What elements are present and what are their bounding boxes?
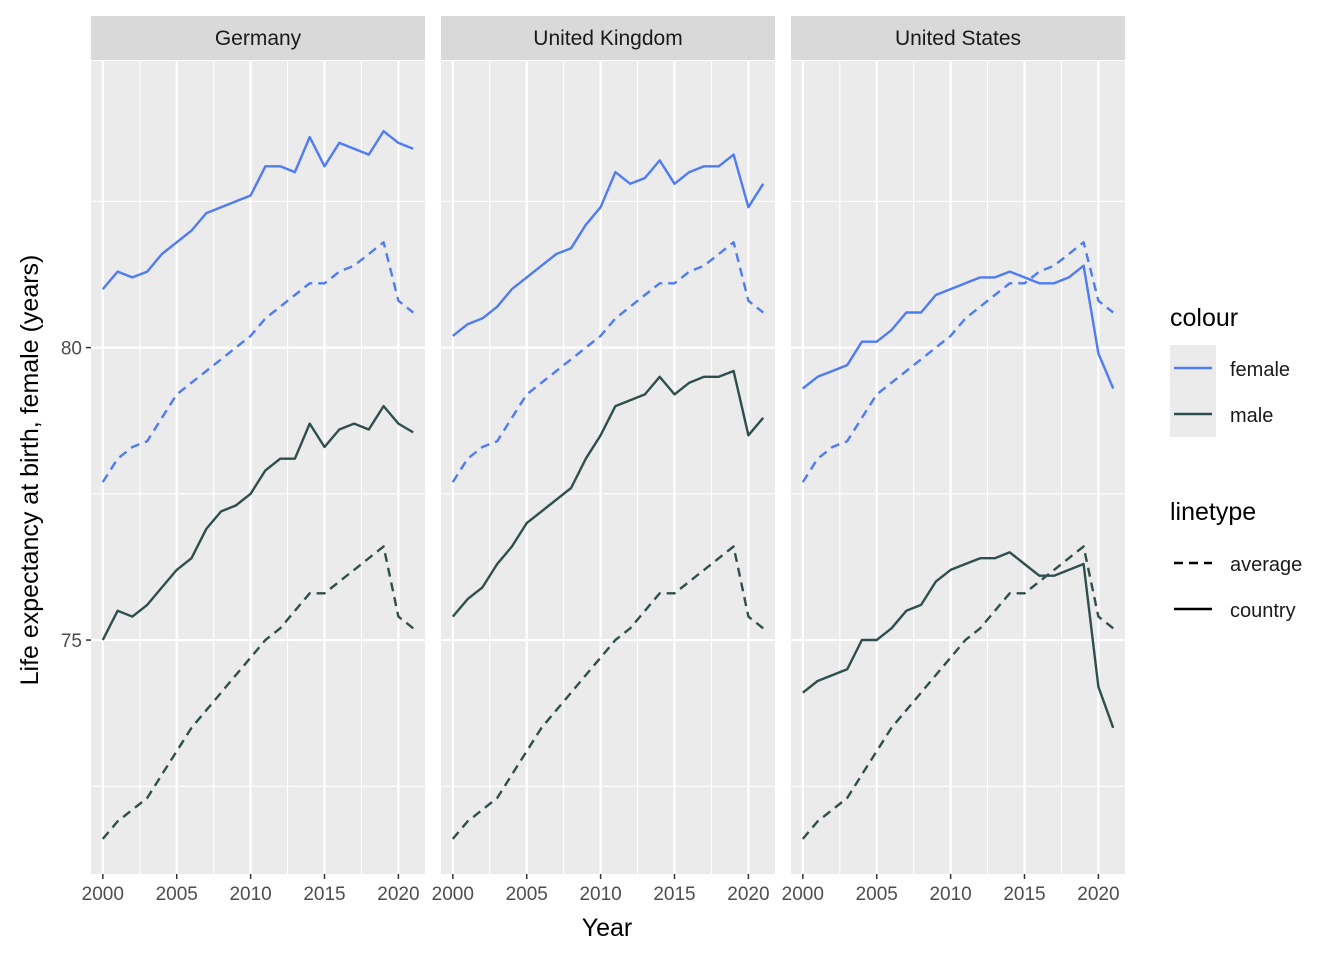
panel-germany: Germany 2000 2005 2010 2015 2020 bbox=[82, 16, 425, 905]
x-tick-label: 2005 bbox=[156, 884, 198, 905]
legend-label-country: country bbox=[1230, 600, 1296, 622]
legend-label-female: female bbox=[1230, 359, 1290, 381]
x-tick-label: 2010 bbox=[579, 884, 621, 905]
x-tick-label: 2005 bbox=[506, 884, 548, 905]
x-tick-label: 2015 bbox=[303, 884, 345, 905]
panel-united-states: United States 2000 2005 2010 2015 2020 bbox=[782, 16, 1125, 905]
panel-background bbox=[91, 61, 425, 874]
line-male-country bbox=[451, 369, 765, 618]
y-tick-label: 80 bbox=[61, 339, 82, 360]
line-male-country bbox=[802, 551, 1115, 729]
x-tick-label: 2000 bbox=[432, 884, 474, 905]
panel-united-kingdom: United Kingdom 2000 2005 2010 2015 2020 bbox=[432, 16, 775, 905]
facet-strip-label: United States bbox=[895, 27, 1021, 50]
x-tick-label: 2020 bbox=[377, 884, 419, 905]
line-female-country bbox=[452, 153, 765, 337]
x-tick-label: 2005 bbox=[856, 884, 898, 905]
x-axis-title: Year bbox=[582, 914, 633, 942]
line-male-average bbox=[451, 545, 764, 840]
panel-background bbox=[441, 61, 775, 874]
facet-strip bbox=[441, 16, 775, 60]
panel-background bbox=[791, 61, 1125, 874]
x-tick-label: 2010 bbox=[229, 884, 271, 905]
x-tick-label: 2015 bbox=[1003, 884, 1045, 905]
y-axis: 75 80 bbox=[61, 339, 91, 652]
x-tick-label: 2000 bbox=[782, 884, 824, 905]
line-male-average bbox=[801, 545, 1114, 840]
line-female-country bbox=[101, 129, 414, 290]
legend-label-average: average bbox=[1230, 554, 1302, 576]
x-tick-label: 2020 bbox=[727, 884, 769, 905]
line-female-country bbox=[802, 264, 1115, 390]
line-female-average bbox=[801, 241, 1114, 483]
y-axis-title: Life expectancy at birth, female (years) bbox=[16, 255, 44, 686]
legend-label-male: male bbox=[1230, 405, 1273, 427]
legend-colour-title: colour bbox=[1170, 304, 1238, 332]
line-female-average bbox=[101, 241, 414, 483]
facet-strip bbox=[791, 16, 1125, 60]
legend-colour: colour female male bbox=[1170, 304, 1290, 437]
x-tick-label: 2000 bbox=[82, 884, 124, 905]
x-tick-label: 2015 bbox=[653, 884, 695, 905]
x-tick-label: 2020 bbox=[1077, 884, 1119, 905]
legend-linetype-title: linetype bbox=[1170, 498, 1256, 526]
facet-strip bbox=[91, 16, 425, 60]
line-male-average bbox=[101, 545, 414, 840]
line-male-country bbox=[101, 404, 414, 641]
x-tick-label: 2010 bbox=[929, 884, 971, 905]
facet-strip-label: Germany bbox=[215, 27, 302, 50]
legend-linetype: linetype average country bbox=[1170, 498, 1302, 632]
line-female-average bbox=[451, 241, 764, 483]
facet-strip-label: United Kingdom bbox=[533, 27, 682, 50]
y-tick-label: 75 bbox=[61, 631, 82, 652]
